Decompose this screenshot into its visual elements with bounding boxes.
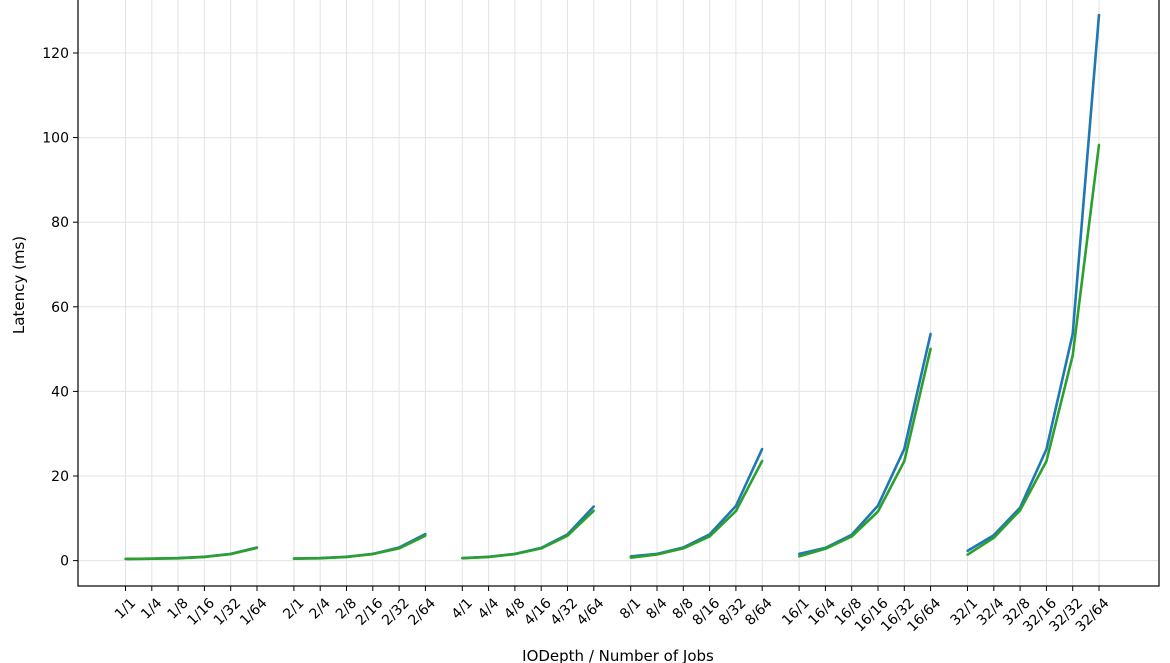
series-0-point xyxy=(1045,448,1048,451)
series-1-point xyxy=(797,555,801,558)
series-1-point xyxy=(876,510,880,513)
series-1-point xyxy=(966,553,969,556)
series-0-point xyxy=(734,504,738,508)
series-1-point xyxy=(540,547,543,550)
series-1-point xyxy=(655,553,659,556)
x-tick-label: 8/16 xyxy=(690,595,724,629)
series-0-point xyxy=(797,552,801,556)
series-1-point xyxy=(629,556,632,559)
series-1-point xyxy=(734,509,738,513)
series-1-point xyxy=(850,535,853,538)
series-0-point xyxy=(761,447,764,451)
series-1-group-0-line xyxy=(125,546,258,561)
y-tick-label: 0 xyxy=(60,554,69,570)
series-1-point xyxy=(1071,354,1074,357)
series-1-point xyxy=(592,509,595,512)
series-1-point xyxy=(461,557,464,560)
x-tick-label: 8/32 xyxy=(716,595,750,629)
series-1-point xyxy=(761,459,764,462)
series-1-group-5-line xyxy=(966,144,1101,556)
x-tick-label: 32/1 xyxy=(948,595,982,629)
series-1-point xyxy=(513,552,517,556)
x-axis-ticks: 1/1 1/4 1/81/161/321/64 2/1 2/4 2/82/162/322/… xyxy=(112,586,1113,635)
x-tick-label: 4/16 xyxy=(521,595,555,629)
series-1-point xyxy=(176,557,180,560)
x-tick-label: 2/4 xyxy=(307,595,334,622)
x-tick-label: 16/4 xyxy=(805,595,839,629)
x-tick-label: 1/64 xyxy=(237,595,271,629)
series-1-point xyxy=(319,557,322,560)
series-1-point xyxy=(566,534,569,537)
series-1-point xyxy=(397,547,401,550)
series-0-group-4-line xyxy=(798,333,932,556)
series-1-point xyxy=(371,552,374,556)
y-tick-label: 40 xyxy=(51,384,69,400)
series-0-point xyxy=(592,505,595,508)
series-1-group-4-line xyxy=(798,348,932,558)
series-lines xyxy=(124,13,1101,561)
y-tick-label: 80 xyxy=(51,215,69,231)
x-tick-label: 1/1 xyxy=(112,595,139,622)
series-1-point xyxy=(229,552,232,556)
x-tick-label: 32/4 xyxy=(974,595,1008,629)
series-1-group-1-line xyxy=(293,534,426,560)
series-1-point xyxy=(929,347,932,350)
x-axis-label: IODepth / Number of Jobs xyxy=(522,647,714,663)
x-tick-label: 1/4 xyxy=(138,595,165,622)
series-1-point xyxy=(1097,143,1101,146)
series-1-point xyxy=(487,555,490,559)
y-tick-label: 20 xyxy=(51,469,69,485)
series-1-group-3-line xyxy=(630,460,764,559)
x-tick-label: 4/32 xyxy=(548,595,582,629)
series-0-point xyxy=(929,332,932,336)
series-1-point xyxy=(345,555,348,559)
x-tick-label: 8/4 xyxy=(643,595,670,622)
x-tick-label: 4/1 xyxy=(449,595,476,622)
series-1-point xyxy=(1045,460,1048,463)
series-0-point xyxy=(966,549,969,553)
series-1-point xyxy=(255,546,259,550)
y-tick-label: 60 xyxy=(51,300,69,316)
series-1-point xyxy=(992,536,995,539)
y-axis-ticks: 0 20 40 60 80 100 120 xyxy=(42,46,78,570)
series-0-group-5-line xyxy=(966,14,1101,553)
series-1-point xyxy=(708,535,711,538)
grid-lines xyxy=(78,0,1159,586)
series-1-point xyxy=(292,557,296,560)
series-0-group-3-line xyxy=(630,448,764,558)
plot-frame xyxy=(77,0,1160,587)
x-tick-label: 2/32 xyxy=(379,595,413,629)
x-tick-label: 16/1 xyxy=(779,595,813,629)
x-tick-label: 2/64 xyxy=(405,595,439,629)
x-tick-label: 2/1 xyxy=(280,595,307,622)
y-tick-label: 100 xyxy=(42,131,69,147)
series-0-point xyxy=(1071,332,1074,336)
series-1-point xyxy=(1018,509,1022,512)
x-tick-label: 4/64 xyxy=(574,595,608,629)
x-tick-label: 4/4 xyxy=(475,595,502,622)
series-0-point xyxy=(1097,13,1101,17)
series-1-point xyxy=(124,557,127,561)
series-1-point xyxy=(682,547,685,550)
x-tick-label: 1/16 xyxy=(184,595,218,629)
series-1-point xyxy=(150,557,153,560)
x-tick-label: 1/32 xyxy=(211,595,245,629)
x-tick-label: 8/64 xyxy=(742,595,776,629)
series-1-group-2-line xyxy=(462,509,595,560)
x-tick-label: 2/16 xyxy=(353,595,387,629)
y-tick-label: 120 xyxy=(42,46,69,62)
series-1-point xyxy=(203,555,206,559)
series-1-point xyxy=(424,534,427,537)
series-0-point xyxy=(903,447,906,451)
series-0-point xyxy=(876,504,880,507)
series-1-point xyxy=(903,460,906,463)
y-axis-label: Latency (ms) xyxy=(10,236,28,334)
x-tick-label: 8/1 xyxy=(617,595,644,622)
series-1-point xyxy=(824,547,827,550)
